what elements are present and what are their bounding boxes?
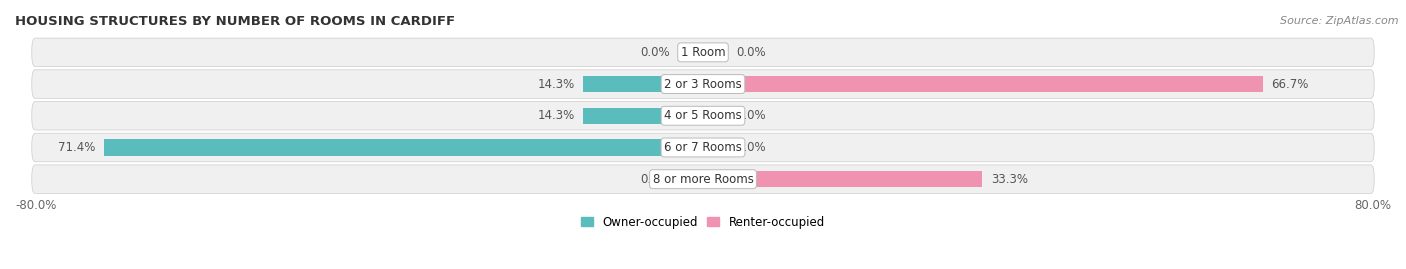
Text: 0.0%: 0.0% [737, 46, 766, 59]
Text: 14.3%: 14.3% [537, 109, 575, 122]
Bar [703, 76, 1263, 92]
Text: 0.0%: 0.0% [737, 109, 766, 122]
FancyBboxPatch shape [32, 38, 1374, 67]
Text: -80.0%: -80.0% [15, 199, 56, 212]
Bar [678, 44, 703, 61]
Text: 33.3%: 33.3% [991, 173, 1028, 186]
Bar [703, 139, 728, 156]
Text: 0.0%: 0.0% [737, 141, 766, 154]
Bar [104, 139, 703, 156]
FancyBboxPatch shape [32, 133, 1374, 162]
Text: 8 or more Rooms: 8 or more Rooms [652, 173, 754, 186]
Bar [703, 44, 728, 61]
Bar [703, 108, 728, 124]
Text: 6 or 7 Rooms: 6 or 7 Rooms [664, 141, 742, 154]
Text: 14.3%: 14.3% [537, 77, 575, 91]
FancyBboxPatch shape [32, 70, 1374, 98]
Bar [703, 171, 983, 187]
Text: 2 or 3 Rooms: 2 or 3 Rooms [664, 77, 742, 91]
Text: 0.0%: 0.0% [640, 173, 669, 186]
Text: 71.4%: 71.4% [58, 141, 96, 154]
FancyBboxPatch shape [32, 101, 1374, 130]
Text: 66.7%: 66.7% [1271, 77, 1309, 91]
Text: 1 Room: 1 Room [681, 46, 725, 59]
Text: 4 or 5 Rooms: 4 or 5 Rooms [664, 109, 742, 122]
Bar [678, 171, 703, 187]
Legend: Owner-occupied, Renter-occupied: Owner-occupied, Renter-occupied [581, 215, 825, 229]
Text: HOUSING STRUCTURES BY NUMBER OF ROOMS IN CARDIFF: HOUSING STRUCTURES BY NUMBER OF ROOMS IN… [15, 15, 456, 28]
Text: Source: ZipAtlas.com: Source: ZipAtlas.com [1281, 16, 1399, 26]
Text: 80.0%: 80.0% [1354, 199, 1391, 212]
Bar [583, 108, 703, 124]
FancyBboxPatch shape [32, 165, 1374, 193]
Text: 0.0%: 0.0% [640, 46, 669, 59]
Bar [583, 76, 703, 92]
